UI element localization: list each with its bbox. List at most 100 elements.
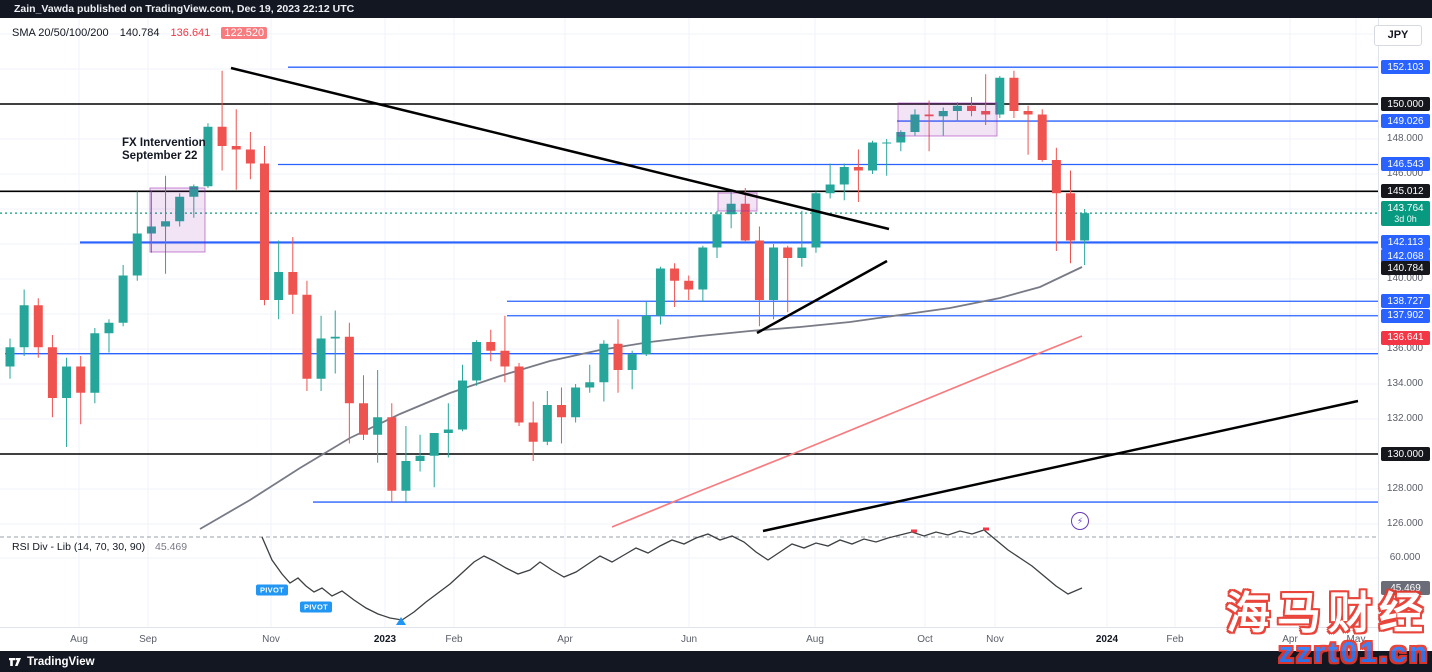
price-badge[interactable]: 130.000 bbox=[1381, 447, 1430, 461]
candle-body bbox=[316, 338, 326, 379]
time-tick-label: Nov bbox=[986, 634, 1004, 645]
candle-body bbox=[359, 403, 368, 435]
time-tick-label: Aug bbox=[70, 634, 88, 645]
fx-intervention-annotation[interactable]: FX Intervention September 22 bbox=[122, 137, 206, 163]
time-tick-label: Feb bbox=[1166, 634, 1184, 645]
ma-line-pink bbox=[611, 335, 1083, 528]
price-badge[interactable]: 140.784 bbox=[1381, 261, 1430, 275]
price-axis[interactable]: 148.000 146.000 140.000 136.000 134.000 132.0… bbox=[1378, 18, 1432, 651]
candle-body bbox=[825, 184, 835, 194]
candle-body bbox=[76, 366, 86, 393]
candle-body bbox=[613, 343, 623, 370]
price-tick-label: 148.000 bbox=[1386, 133, 1424, 144]
time-tick-label: Oct bbox=[917, 634, 933, 645]
candle-body bbox=[599, 343, 609, 383]
price-badge[interactable]: 149.026 bbox=[1381, 114, 1430, 129]
candle-body bbox=[443, 429, 453, 433]
rsi-divergence-dot bbox=[911, 529, 917, 533]
candle-body bbox=[288, 272, 298, 295]
price-badge[interactable]: 136.641 bbox=[1381, 330, 1430, 345]
indicator-legend[interactable]: SMA 20/50/100/200 140.784 136.641 122.52… bbox=[12, 27, 268, 39]
price-tick-label: 146.000 bbox=[1386, 168, 1424, 179]
candle-body bbox=[981, 111, 991, 115]
rsi-indicator-title: RSI Div - Lib (14, 70, 30, 90) bbox=[12, 541, 146, 553]
candle-body bbox=[415, 455, 425, 461]
candle-body bbox=[189, 186, 199, 197]
price-tick-label: 136.000 bbox=[1386, 343, 1424, 354]
candle-body bbox=[344, 336, 354, 404]
candle-body bbox=[514, 366, 524, 423]
price-badge[interactable]: 142.068 bbox=[1381, 249, 1430, 263]
annotation-line-1: FX Intervention bbox=[122, 137, 206, 149]
candle-body bbox=[1037, 114, 1047, 160]
rsi-pivot-arrow bbox=[396, 617, 406, 625]
candle-body bbox=[882, 142, 892, 144]
candle-body bbox=[967, 105, 977, 111]
candle-body bbox=[670, 268, 680, 281]
price-badge[interactable]: 152.103 bbox=[1381, 60, 1430, 75]
time-tick-label: Aug bbox=[806, 634, 824, 645]
publish-info-text: Zain_Vawda published on TradingView.com,… bbox=[14, 3, 355, 15]
price-badge[interactable]: 143.764 3d 0h bbox=[1381, 201, 1430, 227]
price-badge[interactable]: 45.469 bbox=[1381, 581, 1430, 595]
price-badge[interactable]: 145.012 bbox=[1381, 184, 1430, 199]
annotation-line-2: September 22 bbox=[122, 150, 198, 162]
candle-body bbox=[641, 315, 651, 355]
tradingview-wordmark[interactable]: TradingView bbox=[27, 655, 95, 668]
candle-body bbox=[853, 167, 863, 171]
candle-body bbox=[868, 142, 878, 171]
time-axis[interactable]: Aug Sep Nov 2023 Feb Apr Jun Aug Oct Nov 2024 Feb Ap… bbox=[0, 627, 1432, 652]
candle-body bbox=[1009, 77, 1019, 111]
candle-body bbox=[472, 342, 482, 381]
candle-body bbox=[47, 347, 57, 398]
price-badge[interactable]: 150.000 bbox=[1381, 97, 1430, 111]
candle-body bbox=[260, 163, 270, 300]
indicator-title: SMA 20/50/100/200 bbox=[12, 27, 109, 39]
candle-body bbox=[373, 417, 383, 435]
candle-body bbox=[655, 268, 665, 316]
tradingview-logo-icon[interactable] bbox=[8, 655, 22, 669]
lightning-icon[interactable]: ⚡ bbox=[1071, 512, 1089, 530]
rsi-divergence-dot bbox=[983, 527, 989, 531]
price-badge[interactable]: 142.113 bbox=[1381, 235, 1430, 250]
candle-body bbox=[698, 247, 708, 290]
pivot-label: PIVOT bbox=[255, 584, 289, 596]
currency-button[interactable]: JPY bbox=[1374, 25, 1422, 46]
trendline bbox=[230, 66, 890, 231]
time-tick-label: 2023 bbox=[373, 634, 397, 645]
candle-body bbox=[924, 114, 934, 117]
candle-body bbox=[712, 214, 722, 248]
price-tick-label: 140.000 bbox=[1386, 273, 1424, 284]
candle-body bbox=[528, 422, 538, 442]
candle-body bbox=[1080, 213, 1090, 241]
rsi-indicator-legend[interactable]: RSI Div - Lib (14, 70, 30, 90) 45.469 bbox=[12, 541, 187, 553]
candle-body bbox=[62, 366, 72, 398]
price-tick-label: 60.000 bbox=[1389, 552, 1421, 563]
candle-body bbox=[217, 126, 227, 146]
time-tick-label: Sep bbox=[139, 634, 157, 645]
price-badge[interactable]: 146.543 bbox=[1381, 157, 1430, 172]
candle-body bbox=[387, 417, 397, 491]
candle-body bbox=[146, 226, 156, 234]
candle-body bbox=[896, 132, 906, 143]
candle-body bbox=[839, 167, 849, 185]
candle-body bbox=[740, 203, 750, 241]
candle-body bbox=[995, 77, 1005, 115]
candle-body bbox=[1023, 111, 1033, 115]
sma-value-3: 122.520 bbox=[221, 27, 268, 39]
trendline bbox=[762, 399, 1359, 533]
candle-body bbox=[1051, 160, 1061, 194]
price-badge[interactable]: 138.727 bbox=[1381, 294, 1430, 309]
candle-body bbox=[457, 380, 467, 430]
candle-body bbox=[585, 382, 595, 388]
candle-body bbox=[627, 354, 637, 370]
candle-body bbox=[910, 114, 920, 132]
candle-body bbox=[952, 105, 962, 111]
sma-value-1: 140.784 bbox=[119, 27, 160, 39]
candle-body bbox=[811, 193, 821, 248]
candle-body bbox=[33, 305, 43, 348]
candle-body bbox=[132, 233, 142, 276]
price-badge[interactable]: 137.902 bbox=[1381, 308, 1430, 323]
candle-body bbox=[302, 294, 312, 379]
